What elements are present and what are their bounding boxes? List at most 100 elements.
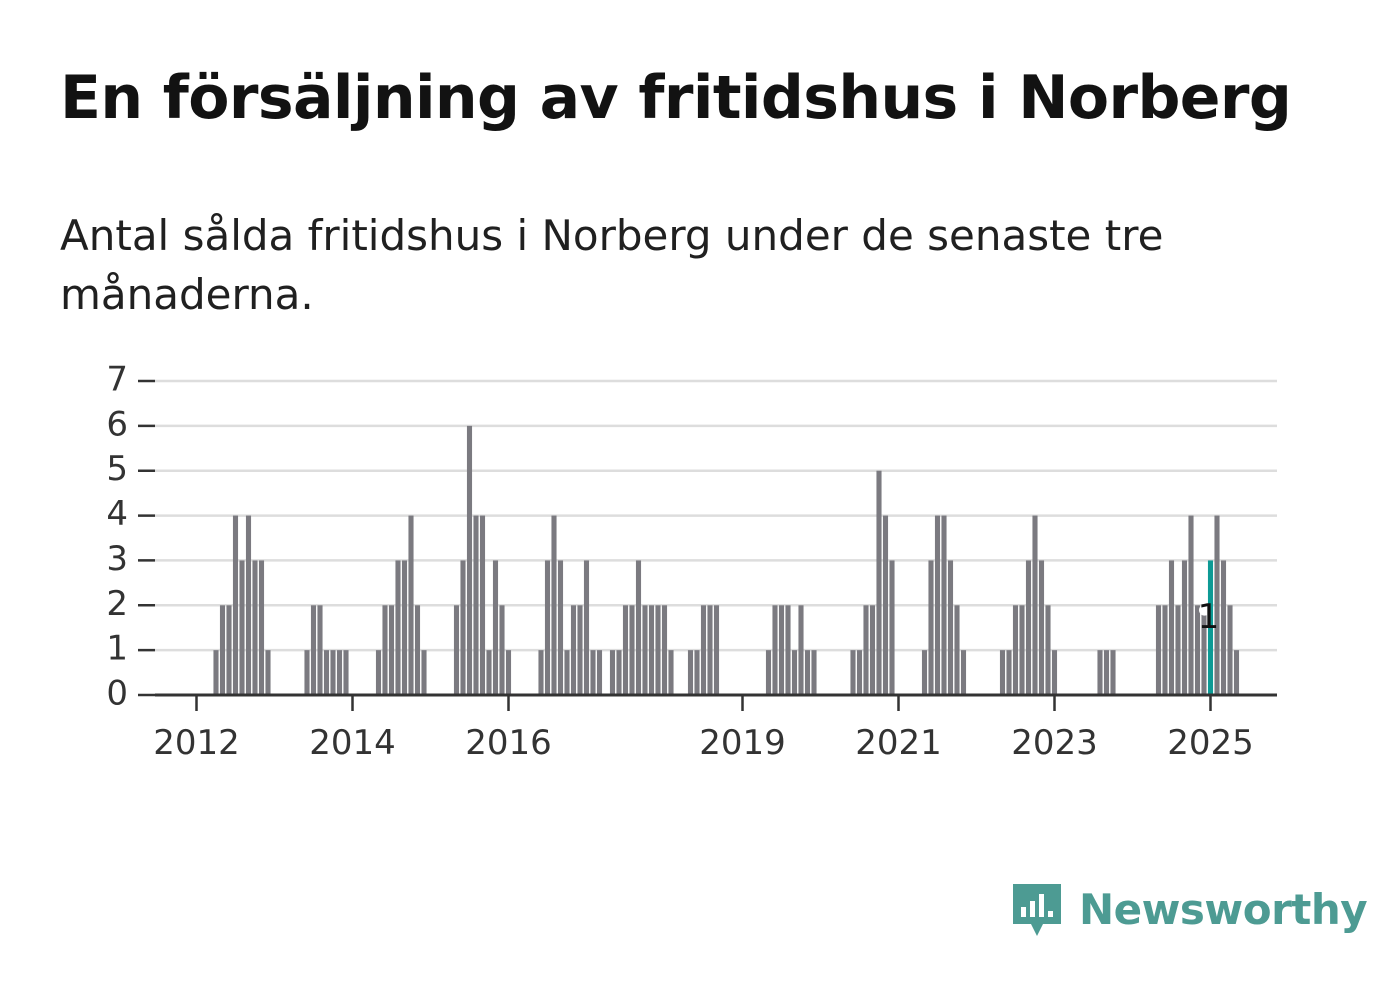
bar — [655, 605, 661, 695]
bar — [330, 650, 336, 695]
bar — [382, 605, 388, 695]
grid-lines — [155, 379, 1277, 652]
bar — [941, 515, 947, 695]
bar — [245, 515, 252, 695]
bar — [492, 560, 499, 695]
chart-subtitle: Antal sålda fritidshus i Norberg under d… — [60, 211, 1164, 319]
bar — [408, 515, 414, 695]
bar — [252, 560, 258, 695]
bar — [232, 515, 239, 695]
bar — [1045, 605, 1051, 695]
bar — [642, 605, 648, 695]
bar — [473, 515, 479, 695]
bar — [505, 650, 512, 695]
bar — [1175, 605, 1181, 695]
bar — [882, 515, 889, 695]
bar — [564, 650, 570, 695]
bar — [460, 560, 466, 695]
newsworthy-brand: Newsworthy — [1009, 877, 1368, 943]
bar — [707, 605, 713, 695]
bar — [954, 605, 960, 695]
bar — [661, 605, 668, 695]
bar — [1038, 560, 1045, 695]
bar — [863, 605, 869, 695]
bar — [1032, 515, 1038, 695]
bar — [1168, 560, 1175, 695]
axes — [138, 379, 1277, 711]
bar — [479, 515, 486, 695]
bar — [544, 560, 551, 695]
bar — [395, 560, 401, 695]
y-tick-label: 0 — [106, 674, 128, 714]
bar — [336, 650, 343, 695]
bar — [765, 650, 772, 695]
bar — [934, 515, 941, 695]
bar — [648, 605, 655, 695]
bar — [635, 560, 642, 695]
bar — [1110, 650, 1116, 695]
bar — [239, 560, 245, 695]
bar — [1025, 560, 1032, 695]
bar — [999, 650, 1006, 695]
bar — [1227, 605, 1233, 695]
y-tick-label: 3 — [106, 539, 128, 579]
bar — [947, 560, 954, 695]
bar — [928, 560, 934, 695]
bar — [791, 650, 798, 695]
bar — [538, 650, 544, 695]
x-tick-label: 2014 — [309, 723, 396, 763]
bar — [869, 605, 876, 695]
bar — [414, 605, 421, 695]
newsworthy-logo-icon — [1013, 884, 1061, 936]
bar — [1103, 650, 1110, 695]
bar — [856, 650, 863, 695]
bar — [343, 650, 349, 695]
y-tick-label: 4 — [106, 494, 128, 534]
bar — [889, 560, 895, 695]
x-tick-label: 2025 — [1167, 723, 1254, 763]
bars — [213, 425, 1240, 695]
brand-name: Newsworthy — [1079, 885, 1368, 934]
bar — [700, 605, 707, 695]
bar — [1097, 650, 1103, 695]
x-tick-label: 2023 — [1011, 723, 1098, 763]
axis-labels: 0 1 2 3 4 5 67 2012 2014 2016 2019 2021 2023 2025 1 — [106, 360, 1253, 764]
bar — [811, 650, 817, 695]
bar — [876, 470, 882, 695]
bar — [1012, 605, 1019, 695]
bar — [609, 650, 616, 695]
bar — [1214, 515, 1220, 695]
x-tick-label: 2016 — [465, 723, 552, 763]
y-tick-label: 6 — [106, 404, 128, 444]
bar — [310, 605, 317, 695]
x-tick-label: 2019 — [699, 723, 786, 763]
bar — [499, 605, 505, 695]
bar — [668, 650, 674, 695]
bar — [804, 650, 811, 695]
bar — [551, 515, 557, 695]
bar — [265, 650, 271, 695]
bar — [921, 650, 928, 695]
bar — [213, 650, 219, 695]
bar — [304, 650, 310, 695]
bar — [960, 650, 967, 695]
bar — [1181, 560, 1188, 695]
bar — [1220, 560, 1227, 695]
bar — [577, 605, 583, 695]
bar — [557, 560, 564, 695]
x-tick-label: 2012 — [153, 723, 240, 763]
bar — [622, 605, 629, 695]
bar — [1155, 605, 1162, 695]
bar — [219, 605, 226, 695]
bar — [323, 650, 330, 695]
bar — [1162, 605, 1168, 695]
bar — [375, 650, 382, 695]
highlight-bar — [1207, 560, 1214, 695]
x-tick-label: 2021 — [855, 723, 942, 763]
y-tick-label: 1 — [106, 629, 128, 669]
bar — [453, 605, 460, 695]
bar — [466, 425, 473, 695]
bar — [1006, 650, 1012, 695]
bar — [317, 605, 323, 695]
y-tick-label: 7 — [106, 360, 128, 400]
